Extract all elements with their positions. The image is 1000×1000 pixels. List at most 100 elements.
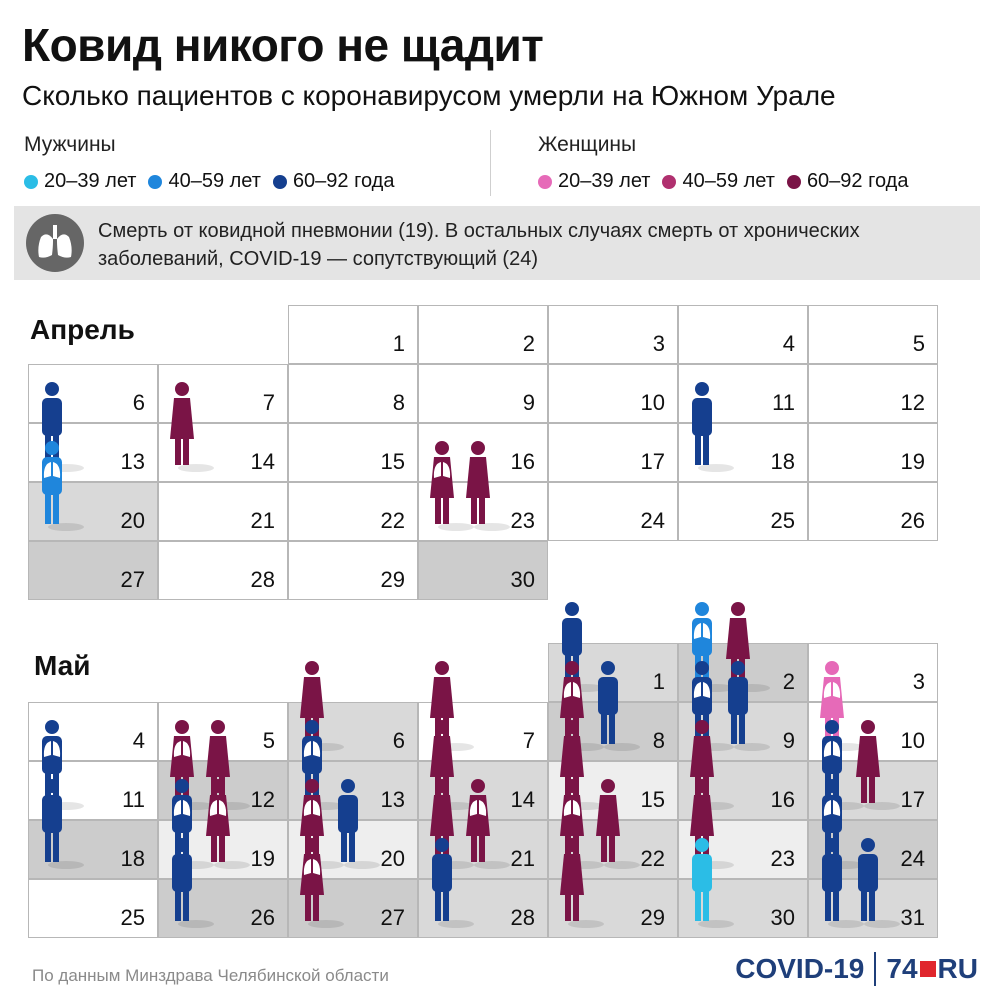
- calendar-cell: 11: [678, 364, 808, 423]
- day-number: 7: [262, 390, 275, 415]
- calendar-cell: 27: [28, 541, 158, 600]
- figure-head: [731, 602, 745, 616]
- day-number: 10: [900, 728, 925, 753]
- day-number: 7: [522, 728, 535, 753]
- legend-item-women-40-59: 40–59 лет: [662, 170, 775, 193]
- day-number: 21: [250, 508, 275, 533]
- day-number: 12: [250, 787, 275, 812]
- calendar-cell: 21: [158, 482, 288, 541]
- calendar-cell: 6: [288, 702, 418, 761]
- day-number: 25: [770, 508, 795, 533]
- calendar-cell: 23: [418, 482, 548, 541]
- page-subtitle: Сколько пациентов с коронавирусом умерли…: [22, 80, 836, 111]
- legend-men: 20–39 лет 40–59 лет 60–92 года: [24, 170, 394, 193]
- calendar-cell: 28: [158, 541, 288, 600]
- calendar-cell: 25: [678, 482, 808, 541]
- day-number: 21: [510, 846, 535, 871]
- calendar-cell: 30: [418, 541, 548, 600]
- calendar-cell: 8: [288, 364, 418, 423]
- calendar-cell: 1: [548, 643, 678, 702]
- day-number: 20: [380, 846, 405, 871]
- day-number: 29: [640, 905, 665, 930]
- calendar-cell: 5: [808, 305, 938, 364]
- calendar-cell: 11: [28, 761, 158, 820]
- calendar-cell: 13: [288, 761, 418, 820]
- legend-dot: [662, 174, 677, 189]
- calendar-cell: 20: [288, 820, 418, 879]
- legend-label: 20–39 лет: [44, 170, 137, 192]
- calendar-cell: 18: [678, 423, 808, 482]
- day-number: 1: [652, 669, 665, 694]
- calendar-cell: 16: [678, 761, 808, 820]
- day-number: 18: [770, 449, 795, 474]
- legend-item-men-60-92: 60–92 года: [272, 170, 394, 193]
- figure-head: [305, 661, 319, 675]
- day-number: 26: [250, 905, 275, 930]
- day-number: 22: [640, 846, 665, 871]
- day-number: 31: [900, 905, 925, 930]
- legend-item-men-40-59: 40–59 лет: [148, 170, 261, 193]
- day-number: 11: [772, 390, 795, 415]
- day-number: 11: [122, 787, 145, 812]
- day-number: 2: [782, 669, 795, 694]
- legend-label: 40–59 лет: [682, 170, 775, 192]
- day-number: 13: [380, 787, 405, 812]
- day-number: 30: [510, 567, 535, 592]
- note-box: [14, 206, 980, 280]
- lungs-icon: [26, 214, 84, 272]
- calendar-cell: 23: [678, 820, 808, 879]
- calendar-cell: 15: [288, 423, 418, 482]
- day-number: 24: [900, 846, 925, 871]
- calendar-cell: 18: [28, 820, 158, 879]
- calendar-cell: 31: [808, 879, 938, 938]
- day-number: 30: [770, 905, 795, 930]
- legend-label: 40–59 лет: [168, 170, 261, 192]
- legend-item-men-20-39: 20–39 лет: [24, 170, 136, 193]
- day-number: 3: [652, 331, 665, 356]
- note-text: Смерть от ковидной пневмонии (19). В ост…: [98, 220, 860, 270]
- day-number: 4: [782, 331, 795, 356]
- calendar-cell: 10: [808, 702, 938, 761]
- month-label-april: Апрель: [30, 314, 135, 345]
- day-number: 17: [900, 787, 925, 812]
- source-note: По данным Минздрава Челябинской области: [32, 966, 389, 985]
- calendar-cell: 2: [678, 643, 808, 702]
- day-number: 28: [510, 905, 535, 930]
- calendar-cell: 12: [808, 364, 938, 423]
- calendar-cell: 15: [548, 761, 678, 820]
- calendar-cell: 10: [548, 364, 678, 423]
- day-number: 6: [392, 728, 405, 753]
- calendar-cell: 2: [418, 305, 548, 364]
- day-number: 15: [380, 449, 405, 474]
- day-number: 19: [900, 449, 925, 474]
- calendar-cell: 27: [288, 879, 418, 938]
- calendar-cell: 3: [808, 643, 938, 702]
- day-number: 14: [510, 787, 535, 812]
- legend-item-women-20-39: 20–39 лет: [538, 170, 650, 193]
- calendar-cell: 7: [418, 702, 548, 761]
- legend-women-title: Женщины: [538, 133, 637, 156]
- lungs-icon: [693, 623, 711, 639]
- day-number: 6: [132, 390, 145, 415]
- calendar-cell: 4: [28, 702, 158, 761]
- calendar-cell: 13: [28, 423, 158, 482]
- day-number: 23: [770, 846, 795, 871]
- calendar-cell: 28: [418, 879, 548, 938]
- calendar-cell: 5: [158, 702, 288, 761]
- brand-square-icon: [919, 961, 936, 977]
- legend-men-title: Мужчины: [24, 133, 116, 156]
- calendar-cell: 9: [678, 702, 808, 761]
- calendar-cell: 6: [28, 364, 158, 423]
- brand-separator: [874, 952, 877, 986]
- calendar-cell: 22: [288, 482, 418, 541]
- calendar-cell: 20: [28, 482, 158, 541]
- calendar-cell: 17: [808, 761, 938, 820]
- calendar-cell: 30: [678, 879, 808, 938]
- day-number: 16: [770, 787, 795, 812]
- calendar-cell: 19: [158, 820, 288, 879]
- day-number: 2: [522, 331, 535, 356]
- figure-head: [695, 602, 709, 616]
- month-label-may: Май: [34, 650, 91, 681]
- calendar-cell: 8: [548, 702, 678, 761]
- day-number: 17: [640, 449, 665, 474]
